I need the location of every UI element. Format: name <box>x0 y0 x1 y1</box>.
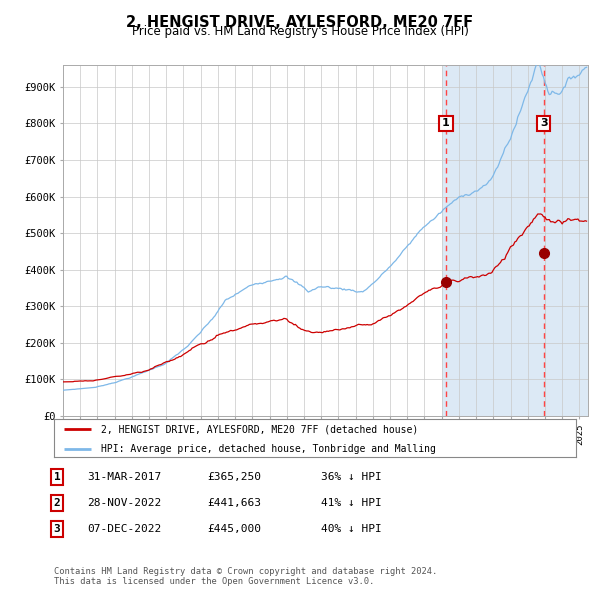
Text: This data is licensed under the Open Government Licence v3.0.: This data is licensed under the Open Gov… <box>54 576 374 586</box>
Text: 36% ↓ HPI: 36% ↓ HPI <box>321 472 382 481</box>
Text: Price paid vs. HM Land Registry's House Price Index (HPI): Price paid vs. HM Land Registry's House … <box>131 25 469 38</box>
Text: 3: 3 <box>540 119 548 129</box>
Text: 1: 1 <box>442 119 450 129</box>
Text: 41% ↓ HPI: 41% ↓ HPI <box>321 498 382 507</box>
Text: 3: 3 <box>53 524 61 533</box>
Text: 07-DEC-2022: 07-DEC-2022 <box>87 524 161 533</box>
Text: £365,250: £365,250 <box>207 472 261 481</box>
Bar <box>442 65 588 416</box>
Text: 1: 1 <box>53 472 61 481</box>
Text: Contains HM Land Registry data © Crown copyright and database right 2024.: Contains HM Land Registry data © Crown c… <box>54 566 437 576</box>
Text: 31-MAR-2017: 31-MAR-2017 <box>87 472 161 481</box>
Text: HPI: Average price, detached house, Tonbridge and Malling: HPI: Average price, detached house, Tonb… <box>101 444 436 454</box>
Text: 2, HENGIST DRIVE, AYLESFORD, ME20 7FF (detached house): 2, HENGIST DRIVE, AYLESFORD, ME20 7FF (d… <box>101 424 418 434</box>
Text: 2, HENGIST DRIVE, AYLESFORD, ME20 7FF: 2, HENGIST DRIVE, AYLESFORD, ME20 7FF <box>127 15 473 30</box>
Text: 2: 2 <box>53 498 61 507</box>
Text: 28-NOV-2022: 28-NOV-2022 <box>87 498 161 507</box>
Text: £445,000: £445,000 <box>207 524 261 533</box>
Text: £441,663: £441,663 <box>207 498 261 507</box>
Text: 40% ↓ HPI: 40% ↓ HPI <box>321 524 382 533</box>
